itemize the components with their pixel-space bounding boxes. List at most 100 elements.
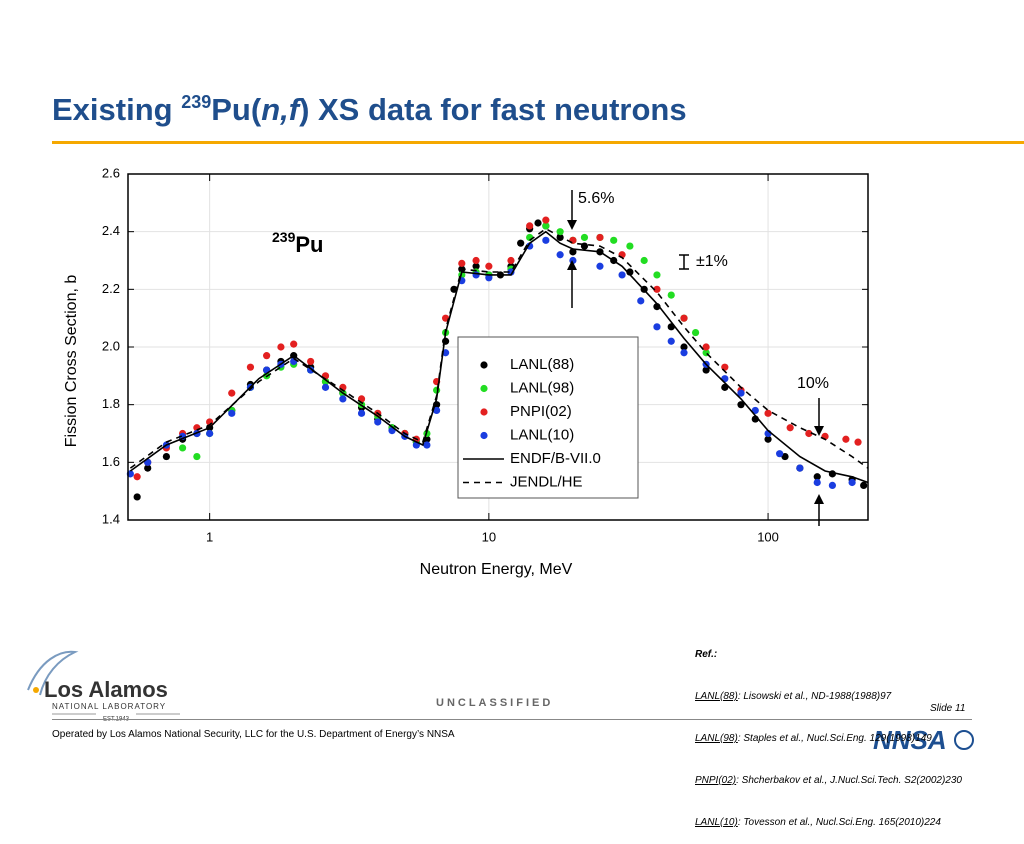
data-point — [472, 256, 480, 265]
isotope-sup: 239 — [272, 229, 296, 245]
x-tick-label: 1 — [206, 529, 213, 544]
data-point — [339, 395, 347, 403]
data-marks — [126, 216, 869, 501]
ref-label: PNPI(02) — [695, 775, 737, 786]
data-point — [246, 363, 255, 371]
data-line — [129, 227, 869, 469]
annotation-bg — [793, 372, 843, 396]
data-point — [357, 409, 366, 417]
data-point — [680, 314, 688, 322]
data-point — [178, 444, 187, 452]
ref-item: PNPI(02): Shcherbakov et al., J.Nucl.Sci… — [695, 774, 962, 788]
data-point — [805, 429, 813, 438]
legend-label: LANL(10) — [510, 426, 574, 443]
data-point — [764, 435, 772, 443]
y-tick-label: 2.4 — [102, 223, 120, 238]
data-point — [680, 343, 688, 351]
logo-lab: NATIONAL LABORATORY — [52, 702, 166, 711]
data-point — [596, 233, 604, 242]
data-point — [144, 464, 152, 472]
slide-number: Slide 11 — [930, 703, 966, 714]
y-tick-label: 1.6 — [102, 454, 120, 469]
arrow-head — [814, 494, 824, 504]
data-point — [542, 216, 550, 224]
data-point — [842, 435, 850, 443]
isotope-label: 239Pu — [272, 229, 323, 257]
annotation: 10% — [797, 375, 829, 392]
y-tick-label: 1.4 — [102, 511, 120, 526]
logo-swoosh — [27, 650, 79, 696]
data-point — [610, 236, 618, 244]
data-point — [556, 228, 564, 236]
data-point — [702, 366, 710, 374]
data-point — [860, 481, 868, 489]
ref-text: : Staples et al., Nucl.Sci.Eng. 129(1998… — [737, 733, 932, 744]
data-point — [596, 262, 604, 270]
slide: Existing 239Pu(n,f) XS data for fast neu… — [27, 92, 1024, 828]
data-point — [517, 239, 525, 247]
data-point — [569, 236, 577, 244]
data-point — [458, 259, 466, 267]
ref-title: Ref.: — [695, 648, 962, 662]
footer-rule — [52, 719, 972, 720]
data-point — [133, 473, 141, 481]
data-point — [828, 481, 837, 489]
nnsa-globe — [954, 730, 974, 750]
arrow-head — [814, 426, 824, 436]
data-point — [321, 383, 330, 391]
data-point — [796, 464, 804, 472]
data-point — [569, 248, 577, 256]
arrow-head — [567, 260, 577, 270]
data-point — [580, 233, 589, 242]
title-text: Existing — [52, 92, 182, 127]
data-point — [206, 429, 214, 438]
arrow-head — [567, 220, 577, 230]
data-point — [667, 337, 675, 345]
data-point — [653, 285, 661, 293]
data-point — [556, 251, 564, 259]
data-point — [472, 271, 480, 279]
y-tick-label: 2.6 — [102, 165, 120, 180]
data-point — [813, 473, 821, 481]
data-point — [472, 262, 480, 270]
legend-label: LANL(88) — [510, 356, 574, 373]
data-point — [485, 262, 493, 270]
data-point — [228, 409, 236, 417]
ref-item: LANL(88): Lisowski et al., ND-1988(1988)… — [695, 690, 962, 704]
error-bar-icon — [679, 254, 689, 270]
data-point — [228, 389, 236, 397]
data-point — [507, 256, 515, 265]
data-point — [542, 236, 550, 244]
data-point — [374, 418, 382, 426]
data-line — [129, 230, 869, 484]
legend: LANL(88) LANL(98) PNPI(02) LANL(10) ENDF/B-V… — [457, 336, 639, 499]
title-italic: n,f — [261, 92, 300, 127]
data-point — [485, 274, 493, 282]
chart: 1.4 1.6 1.8 2.0 2.2 2.4 2.6 1 10 100 Neutron Ener… — [27, 165, 974, 755]
data-point — [848, 478, 856, 487]
data-point — [263, 352, 271, 360]
legend-box — [457, 336, 639, 499]
data-point — [626, 242, 634, 250]
data-point — [680, 349, 688, 357]
logo-dot — [33, 687, 39, 693]
title-sup: 239 — [181, 92, 212, 112]
data-point — [691, 328, 700, 337]
legend-label: ENDF/B-VII.0 — [510, 450, 601, 467]
data-point — [433, 406, 441, 415]
x-tick-label: 100 — [757, 529, 779, 544]
data-point — [277, 343, 285, 351]
data-point — [781, 452, 789, 461]
data-point — [433, 386, 441, 394]
footer-text: Operated by Los Alamos National Security… — [52, 729, 455, 740]
data-point — [640, 256, 648, 265]
legend-swatch — [480, 384, 488, 393]
y-tick-label: 2.0 — [102, 338, 120, 353]
data-point — [786, 424, 794, 432]
ref-item: LANL(10): Tovesson et al., Nucl.Sci.Eng.… — [695, 816, 962, 830]
legend-label: JENDL/HE — [510, 473, 583, 490]
title-rule — [52, 141, 1024, 144]
classification: UNCLASSIFIED — [436, 697, 554, 709]
data-point — [776, 450, 784, 458]
annotation: 5.6% — [578, 190, 614, 207]
